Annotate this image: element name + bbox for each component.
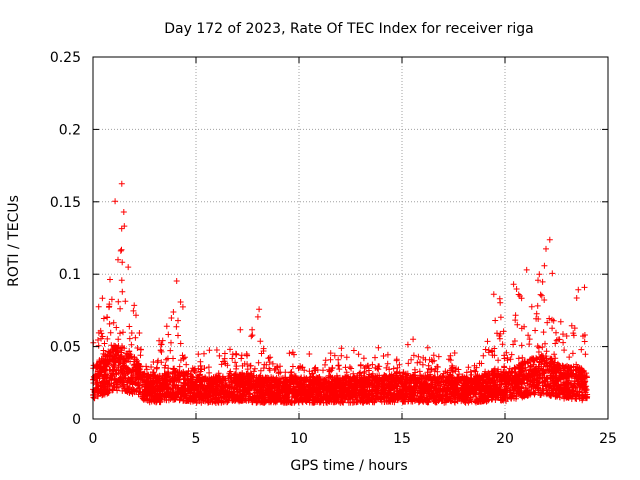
y-tick-label: 0.2 bbox=[59, 122, 81, 138]
x-tick-label: 20 bbox=[496, 431, 514, 447]
x-tick-label: 0 bbox=[89, 431, 98, 447]
y-axis-label: ROTI / TECUs bbox=[6, 195, 22, 287]
x-tick-label: 25 bbox=[599, 431, 617, 447]
chart-title: Day 172 of 2023, Rate Of TEC Index for r… bbox=[164, 21, 533, 37]
y-tick-label: 0.1 bbox=[59, 267, 81, 283]
x-tick-label: 10 bbox=[290, 431, 308, 447]
x-tick-labels: 0 5 10 15 20 25 bbox=[89, 431, 617, 447]
y-tick-label: 0.15 bbox=[50, 195, 81, 211]
axis-ticks bbox=[92, 56, 609, 420]
x-tick-label: 5 bbox=[192, 431, 201, 447]
plot-frame bbox=[92, 56, 609, 420]
y-tick-labels: 0 0.05 0.1 0.15 0.2 0.25 bbox=[50, 50, 81, 428]
y-tick-label: 0 bbox=[72, 412, 81, 428]
roti-plus-markers bbox=[90, 180, 591, 406]
y-tick-label: 0.05 bbox=[50, 340, 81, 356]
data-points bbox=[90, 180, 591, 406]
x-axis-label: GPS time / hours bbox=[290, 458, 407, 474]
y-tick-label: 0.25 bbox=[50, 50, 81, 66]
grid-lines bbox=[93, 57, 608, 419]
x-tick-label: 15 bbox=[393, 431, 411, 447]
